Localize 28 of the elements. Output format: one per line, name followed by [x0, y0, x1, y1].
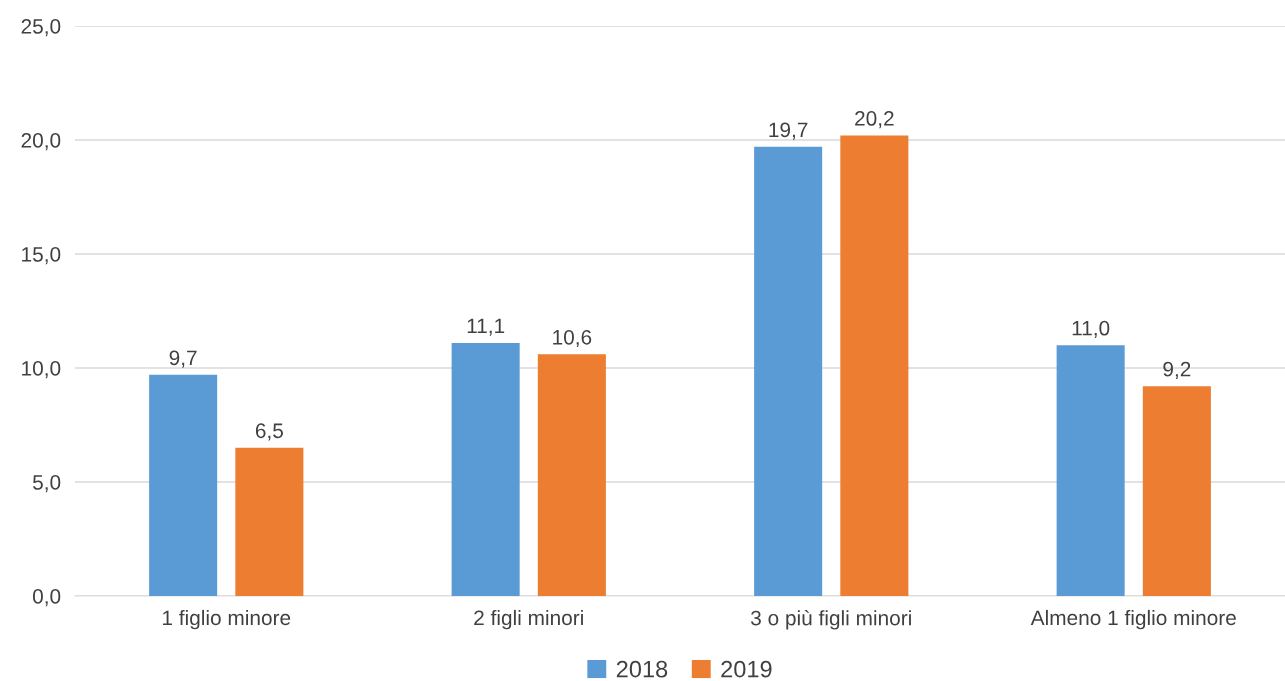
data-label: 6,5: [255, 423, 283, 441]
data-label: 10,6: [553, 329, 592, 348]
y-tick-label: 20,0: [21, 133, 61, 151]
x-tick-label: 1 figlio minore: [163, 609, 291, 630]
data-label: 9,2: [1163, 361, 1191, 380]
y-tick-label: 0,0: [32, 589, 61, 607]
data-label: 20,2: [855, 111, 894, 129]
y-tick-label: 15,0: [22, 247, 61, 265]
y-tick-label: 25,0: [21, 19, 61, 37]
y-tick-label: 10,0: [22, 361, 61, 379]
bar: [840, 135, 909, 596]
x-tick-label: 3 o più figli minori: [750, 609, 911, 630]
bar: [1056, 345, 1125, 596]
bar: [1142, 386, 1211, 596]
bar: [754, 146, 823, 596]
y-tick-label: 5,0: [32, 475, 61, 493]
bar: [537, 354, 606, 596]
data-label: 11,1: [467, 318, 505, 336]
legend-label: 2019: [721, 660, 772, 678]
x-tick-label: Almeno 1 figlio minore: [1030, 609, 1236, 630]
data-label: 11,0: [1072, 320, 1110, 338]
data-label: 19,7: [769, 122, 808, 140]
bar: [149, 374, 218, 596]
data-label: 9,7: [169, 350, 197, 368]
legend-label: 2018: [616, 660, 668, 678]
bar: [451, 342, 520, 596]
bar: [235, 447, 304, 596]
x-tick-label: 2 figli minori: [474, 609, 583, 630]
